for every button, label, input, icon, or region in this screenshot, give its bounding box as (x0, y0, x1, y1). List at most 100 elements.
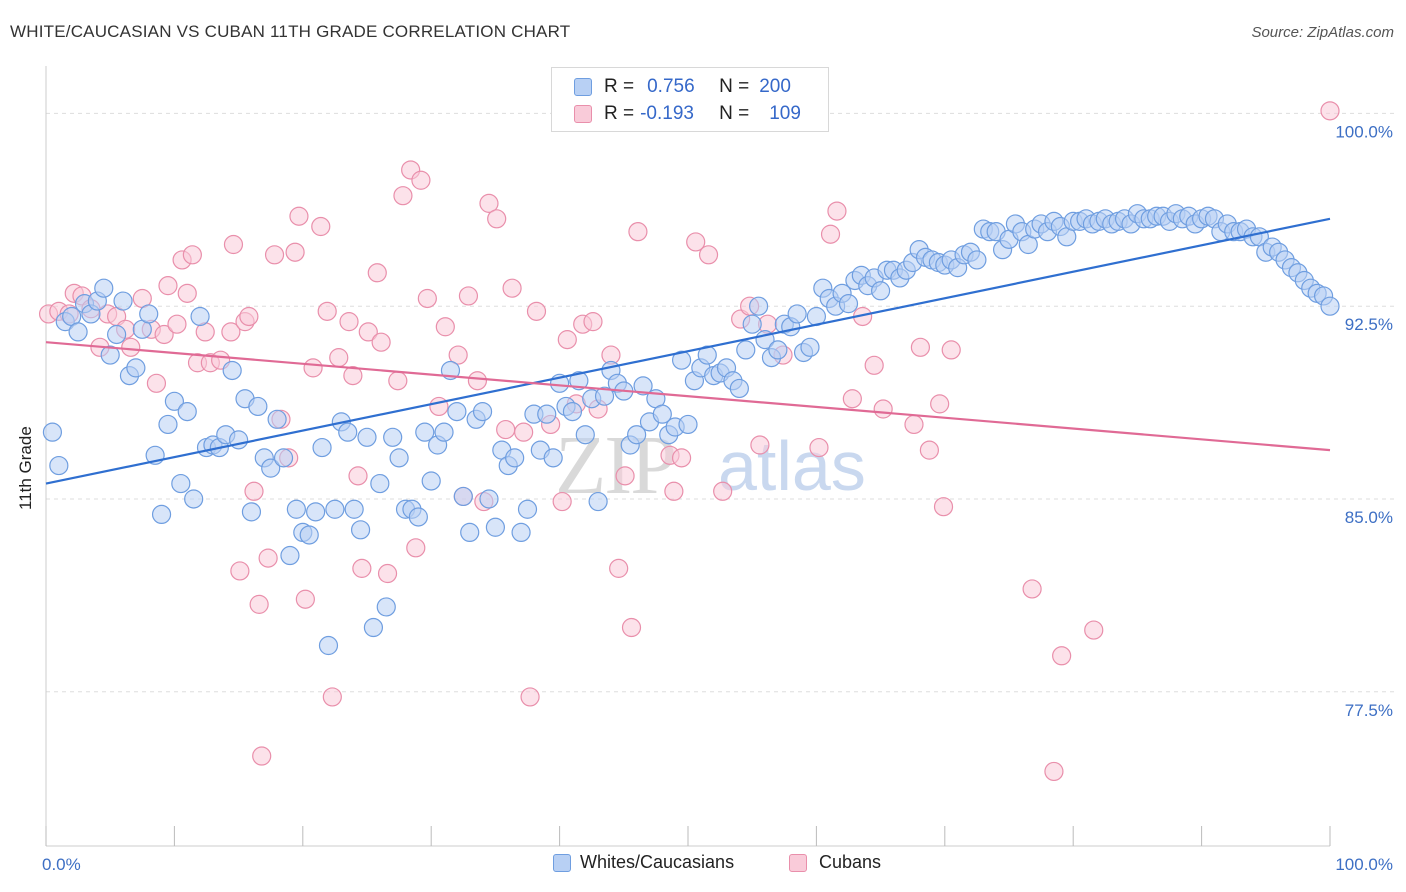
data-point (671, 448, 692, 468)
data-point (280, 545, 300, 566)
cubans-swatch (574, 105, 592, 123)
whites-trend-line (45, 217, 1331, 485)
data-point (357, 427, 377, 447)
axes (45, 66, 1331, 847)
data-point (664, 481, 684, 501)
data-point (864, 355, 884, 375)
data-point (182, 245, 202, 265)
legend-r-value: -0.193 (640, 103, 694, 124)
data-point (389, 448, 409, 468)
data-point (678, 414, 698, 435)
data-point (838, 294, 859, 314)
data-point (713, 481, 733, 501)
data-point (1084, 620, 1104, 640)
data-point (158, 414, 178, 435)
data-point (415, 422, 435, 442)
chart-title: WHITE/CAUCASIAN VS CUBAN 11TH GRADE CORR… (10, 22, 571, 41)
data-point (458, 286, 479, 306)
data-point (121, 337, 141, 357)
data-point (502, 278, 522, 298)
data-point (317, 301, 337, 321)
data-point (575, 425, 595, 445)
data-point (146, 373, 167, 393)
data-point (249, 594, 269, 614)
data-point (697, 345, 717, 365)
data-point (154, 324, 174, 345)
data-point (49, 455, 69, 476)
data-point (505, 448, 525, 468)
bottom-legend-cubans-label: Cubans (819, 852, 882, 872)
data-point (873, 399, 893, 419)
data-point (487, 209, 507, 229)
data-point (1022, 579, 1042, 599)
y-tick-label: 85.0% (1345, 508, 1393, 527)
legend-row-cubans: R = -0.193 N = 109 (574, 101, 801, 127)
data-point (350, 520, 371, 540)
data-point (421, 471, 441, 491)
bottom-legend-whites: Whites/Caucasians (553, 852, 734, 873)
data-point (343, 366, 363, 386)
data-point (594, 386, 615, 406)
data-point (177, 401, 197, 422)
data-point (820, 224, 841, 244)
data-point (318, 635, 339, 656)
data-point (768, 340, 788, 360)
correlation-legend: R = 0.756 N = 200 R = -0.193 N = 109 (551, 67, 829, 132)
data-point (562, 401, 583, 422)
data-point (967, 250, 987, 270)
data-point (126, 358, 146, 378)
data-point (411, 170, 431, 190)
data-point (68, 322, 88, 342)
data-point (870, 281, 891, 301)
data-point (158, 276, 178, 296)
data-point (479, 489, 499, 509)
data-point (223, 234, 244, 255)
data-point (930, 394, 950, 414)
data-point (460, 522, 480, 543)
data-point (809, 437, 829, 458)
data-point (447, 401, 467, 422)
data-point (434, 422, 454, 442)
data-point (652, 404, 672, 424)
data-point (1052, 646, 1072, 666)
data-point (230, 561, 250, 581)
data-point (453, 486, 473, 507)
legend-n-label: N = (719, 103, 750, 124)
data-point (248, 396, 268, 417)
data-point (303, 358, 323, 378)
data-point (244, 481, 264, 501)
data-point (742, 314, 762, 334)
data-point (295, 589, 315, 609)
data-point (406, 538, 426, 558)
data-point (698, 245, 719, 265)
cubans-swatch (789, 853, 807, 872)
data-point (583, 312, 603, 332)
data-point (933, 497, 954, 517)
x-tick-label: 100.0% (1335, 855, 1393, 874)
watermark-zip: ZIP (555, 419, 675, 512)
data-point (750, 435, 770, 455)
watermark-atlas: atlas (718, 427, 866, 505)
data-point (1320, 101, 1340, 121)
data-point (904, 414, 924, 435)
data-point (686, 232, 706, 252)
data-point (344, 499, 364, 519)
data-point (552, 491, 572, 512)
trend-lines (45, 217, 1331, 485)
bottom-legend-cubans: Cubans (789, 852, 881, 873)
data-point (842, 389, 862, 409)
data-point (1044, 761, 1064, 782)
data-point (241, 502, 262, 522)
data-point (1320, 296, 1340, 316)
cubans-trend-line (45, 341, 1331, 452)
data-point (167, 314, 187, 334)
data-point (749, 296, 769, 316)
data-point (615, 466, 635, 486)
data-point (671, 350, 692, 370)
data-point (299, 525, 319, 545)
data-point (517, 499, 538, 519)
data-point (496, 419, 516, 440)
whites-points (42, 204, 1340, 656)
whites-swatch (574, 78, 592, 96)
